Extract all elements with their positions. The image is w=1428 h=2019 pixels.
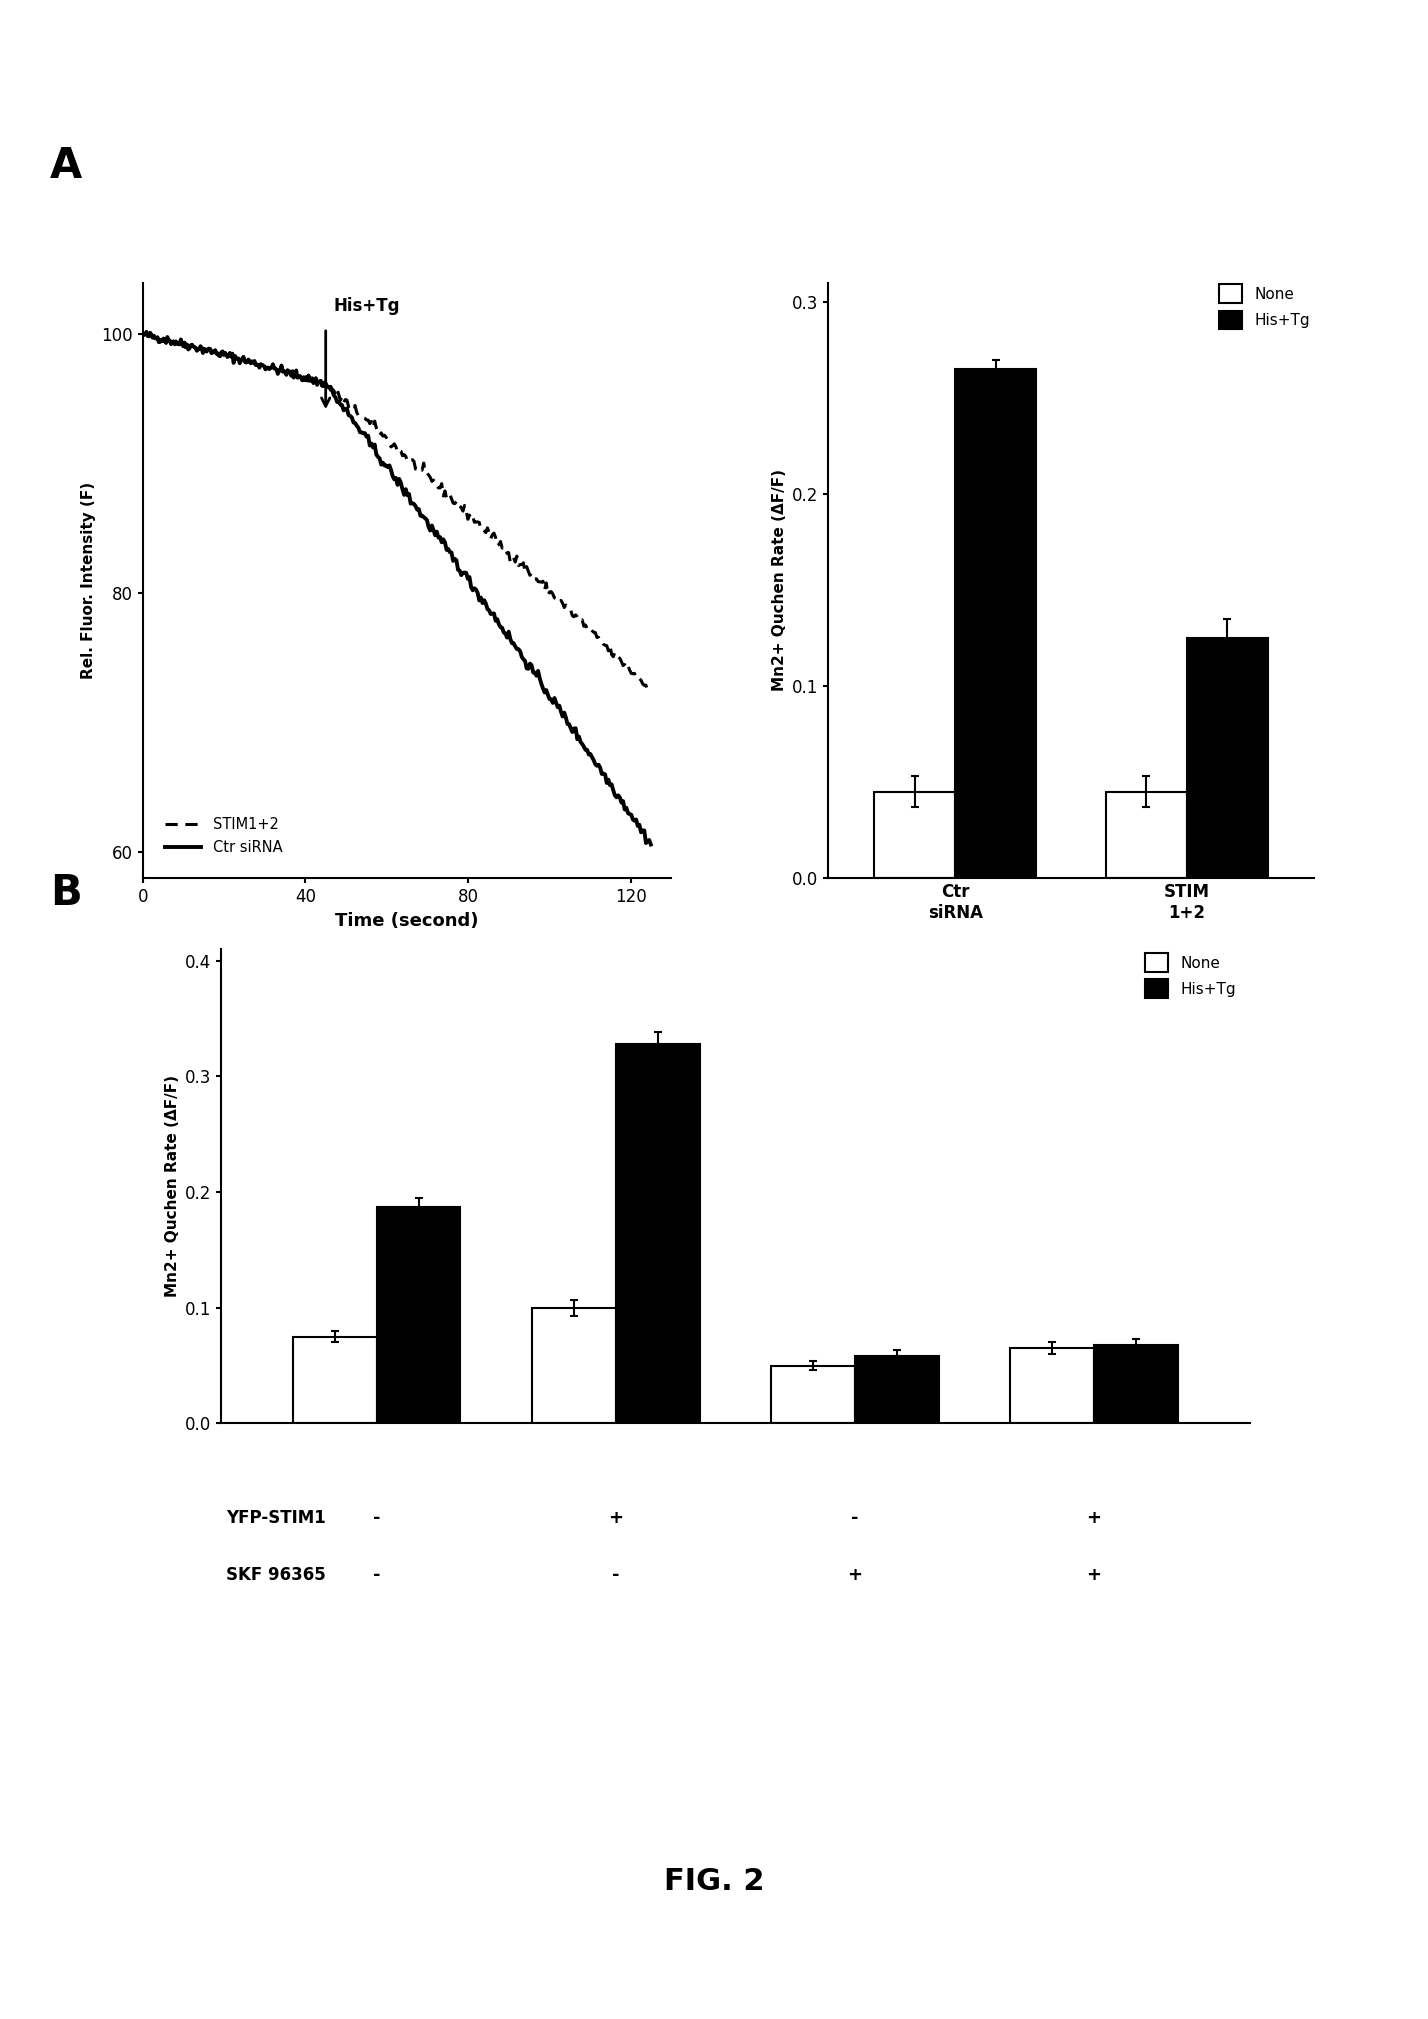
Text: His+Tg: His+Tg xyxy=(334,297,400,315)
Bar xyxy=(1011,1349,1094,1423)
Text: +: + xyxy=(1087,1567,1101,1583)
Bar xyxy=(533,1308,615,1423)
Text: -: - xyxy=(373,1508,380,1526)
Bar xyxy=(955,369,1037,878)
Bar xyxy=(874,791,955,878)
Text: +: + xyxy=(608,1508,624,1526)
Legend: None, His+Tg: None, His+Tg xyxy=(1212,279,1315,335)
Bar xyxy=(855,1357,938,1423)
Bar xyxy=(1094,1345,1178,1423)
Bar xyxy=(771,1365,855,1423)
Legend: STIM1+2, Ctr siRNA: STIM1+2, Ctr siRNA xyxy=(161,814,287,858)
Legend: None, His+Tg: None, His+Tg xyxy=(1140,947,1242,1003)
Bar xyxy=(1105,791,1187,878)
Text: -: - xyxy=(851,1508,858,1526)
Text: +: + xyxy=(1087,1508,1101,1526)
Bar xyxy=(293,1337,377,1423)
X-axis label: Time (second): Time (second) xyxy=(336,911,478,929)
Text: SKF 96365: SKF 96365 xyxy=(226,1567,326,1583)
Text: YFP-STIM1: YFP-STIM1 xyxy=(226,1508,326,1526)
Text: -: - xyxy=(373,1567,380,1583)
Bar xyxy=(1187,638,1268,878)
Text: -: - xyxy=(613,1567,620,1583)
Y-axis label: Mn2+ Quchen Rate (ΔF/F): Mn2+ Quchen Rate (ΔF/F) xyxy=(771,470,787,690)
Text: B: B xyxy=(50,872,81,915)
Bar xyxy=(615,1044,700,1423)
Bar xyxy=(377,1207,460,1423)
Y-axis label: Rel. Fluor. Intensity (F): Rel. Fluor. Intensity (F) xyxy=(81,483,96,678)
Text: A: A xyxy=(50,145,83,188)
Y-axis label: Mn2+ Quchen Rate (ΔF/F): Mn2+ Quchen Rate (ΔF/F) xyxy=(164,1076,180,1296)
Text: +: + xyxy=(847,1567,863,1583)
Text: FIG. 2: FIG. 2 xyxy=(664,1868,764,1896)
